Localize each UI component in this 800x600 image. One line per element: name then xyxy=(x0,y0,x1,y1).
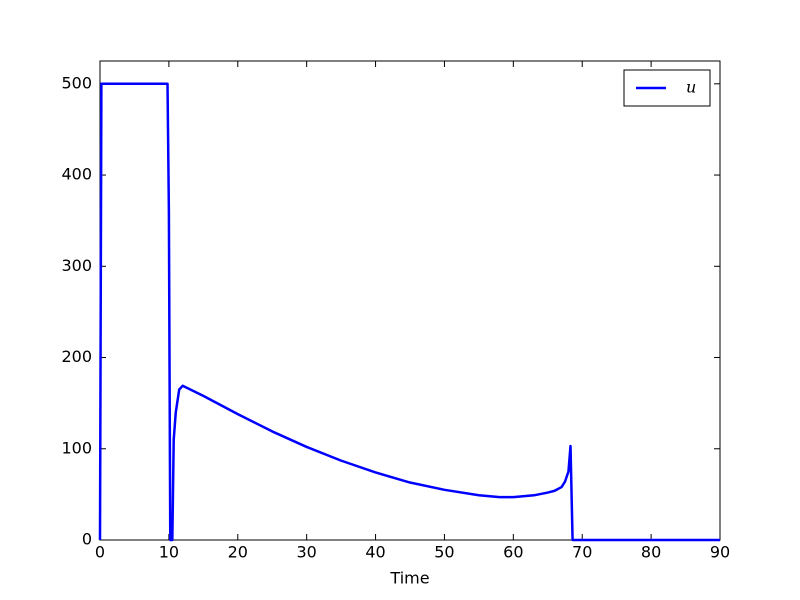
y-tick-label: 400 xyxy=(61,165,92,184)
x-tick-label: 20 xyxy=(228,543,248,562)
x-tick-label: 10 xyxy=(159,543,179,562)
x-tick-label: 0 xyxy=(95,543,105,562)
x-axis-label: Time xyxy=(389,569,429,588)
x-tick-label: 30 xyxy=(296,543,316,562)
x-tick-label: 90 xyxy=(710,543,730,562)
data-line xyxy=(98,82,720,542)
y-tick-label: 300 xyxy=(61,256,92,275)
x-tick-label: 60 xyxy=(503,543,523,562)
y-tick-label: 500 xyxy=(61,73,92,92)
y-tick-label: 0 xyxy=(82,530,92,549)
x-tick-label: 50 xyxy=(434,543,454,562)
x-tick-label: 70 xyxy=(572,543,592,562)
x-tick-label: 40 xyxy=(365,543,385,562)
y-tick-label: 200 xyxy=(61,347,92,366)
plot-frame xyxy=(99,60,721,541)
legend-label: u xyxy=(686,78,696,97)
x-tick-label: 80 xyxy=(641,543,661,562)
y-tick-label: 100 xyxy=(61,438,92,457)
